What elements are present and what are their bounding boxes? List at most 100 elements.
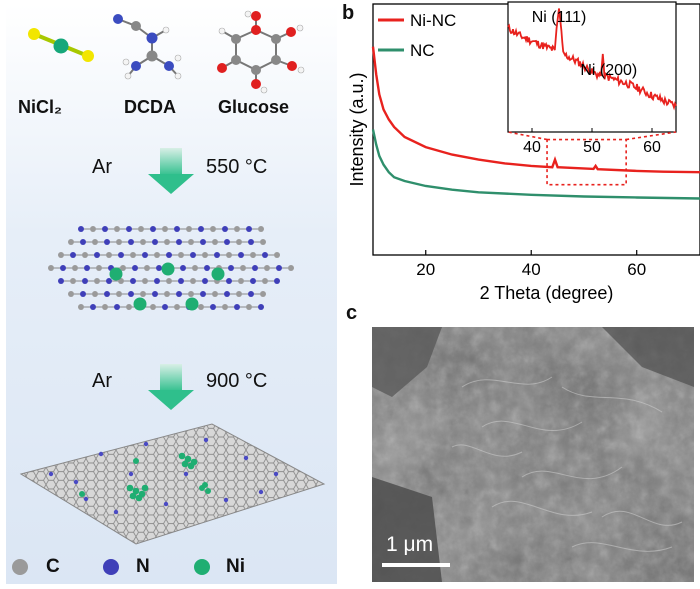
inset-x-tick-label: 40 <box>523 139 541 156</box>
sheet-atom <box>80 291 86 297</box>
ni-atom <box>211 267 225 281</box>
sheet-atom <box>204 265 210 271</box>
sheet-atom <box>274 252 280 258</box>
sheet-atom <box>166 278 172 284</box>
step1-temperature: 550 °C <box>206 156 268 178</box>
sheet-atom <box>152 239 158 245</box>
nitrogen-atom-icon <box>103 559 119 575</box>
sheet-atom <box>174 304 180 310</box>
sheet-atom <box>120 265 126 271</box>
ni-nc-graphene-sheet-icon <box>19 423 326 545</box>
sheet-atom <box>212 291 218 297</box>
sheet-atom <box>130 278 136 284</box>
sheet-atom <box>238 252 244 258</box>
sheet-atom <box>166 252 172 258</box>
scale-bar-label: 1 μm <box>386 533 434 556</box>
ni-atom <box>161 262 175 276</box>
sheet-atom <box>188 239 194 245</box>
sheet-atom <box>274 278 280 284</box>
sheet-atom <box>140 239 146 245</box>
sheet-atom <box>258 226 264 232</box>
heating-arrow-550 <box>148 148 194 194</box>
legend-label-c: C <box>46 556 60 577</box>
step2-gas: Ar <box>92 370 112 392</box>
heating-arrow-900 <box>148 364 194 410</box>
sheet-atom <box>102 226 108 232</box>
sheet-atom <box>102 304 108 310</box>
sheet-atom <box>186 226 192 232</box>
scale-bar <box>382 563 450 567</box>
reactant-label-nicl2: NiCl₂ <box>18 97 62 117</box>
sheet-atom <box>144 265 150 271</box>
sheet-atom <box>92 291 98 297</box>
sheet-atom <box>236 291 242 297</box>
sheet-atom <box>126 226 132 232</box>
sheet-atom <box>94 252 100 258</box>
sheet-atom <box>92 239 98 245</box>
sheet-atom <box>246 226 252 232</box>
sheet-atom <box>224 239 230 245</box>
sheet-atom <box>114 226 120 232</box>
sheet-atom <box>90 304 96 310</box>
sheet-atom <box>248 291 254 297</box>
sheet-atom <box>262 252 268 258</box>
sheet-atom <box>240 265 246 271</box>
sheet-atom <box>198 226 204 232</box>
sheet-atom <box>226 252 232 258</box>
sheet-atom <box>114 304 120 310</box>
ni-atom <box>185 297 199 311</box>
sheet-atom <box>128 291 134 297</box>
sheet-atom <box>130 252 136 258</box>
peak-annotation: Ni (200) <box>580 62 637 79</box>
sheet-atom <box>210 226 216 232</box>
y-axis-label: Intensity (a.u.) <box>347 72 367 186</box>
sheet-atom <box>234 304 240 310</box>
xrd-chart: 20 40 60 2 Theta (degree) Intensity (a.u.) Ni… <box>347 1 700 303</box>
inset-x-tick-label: 50 <box>583 139 601 156</box>
sheet-atom <box>154 252 160 258</box>
step1-gas: Ar <box>92 156 112 178</box>
zoom-connector <box>507 131 548 141</box>
peak-annotation: Ni (111) <box>532 9 587 26</box>
glucose-molecule-icon <box>217 10 305 94</box>
series-line-nc <box>371 129 700 200</box>
sheet-atom <box>68 239 74 245</box>
zoom-connector <box>626 131 677 141</box>
sheet-atom <box>150 226 156 232</box>
sheet-atom <box>252 265 258 271</box>
sheet-atom <box>228 265 234 271</box>
sheet-atom <box>70 278 76 284</box>
synthesis-scheme-panel: NiCl₂ DCDA Glucose Ar 550 °C Ar 900 °C C… <box>6 4 337 584</box>
reactant-label-dcda: DCDA <box>124 97 176 117</box>
inset-series-line <box>507 8 677 111</box>
zoom-box <box>546 138 627 186</box>
sheet-atom <box>248 239 254 245</box>
sheet-atom <box>156 265 162 271</box>
nickel-atom-icon <box>194 559 210 575</box>
sheet-atom <box>246 304 252 310</box>
sheet-atom <box>104 239 110 245</box>
sheet-atom <box>126 304 132 310</box>
sheet-atom <box>234 226 240 232</box>
sheet-atom <box>118 252 124 258</box>
sheet-atom <box>118 278 124 284</box>
sheet-atom <box>200 291 206 297</box>
legend-label: Ni-NC <box>410 11 456 30</box>
sheet-atom <box>210 304 216 310</box>
step2-temperature: 900 °C <box>206 370 268 392</box>
sheet-atom <box>104 291 110 297</box>
sheet-atom <box>264 265 270 271</box>
synthesis-scheme-graphic <box>12 10 326 575</box>
x-tick-label: 40 <box>522 260 541 279</box>
sheet-atom <box>80 239 86 245</box>
sheet-atom <box>178 278 184 284</box>
legend-label: NC <box>410 41 435 60</box>
sheet-atom <box>58 278 64 284</box>
sheet-atom <box>238 278 244 284</box>
inset-frame <box>507 1 677 133</box>
sheet-atom <box>72 265 78 271</box>
sheet-atom <box>178 252 184 258</box>
sheet-atom <box>258 304 264 310</box>
sheet-atom <box>164 291 170 297</box>
sheet-atom <box>260 291 266 297</box>
